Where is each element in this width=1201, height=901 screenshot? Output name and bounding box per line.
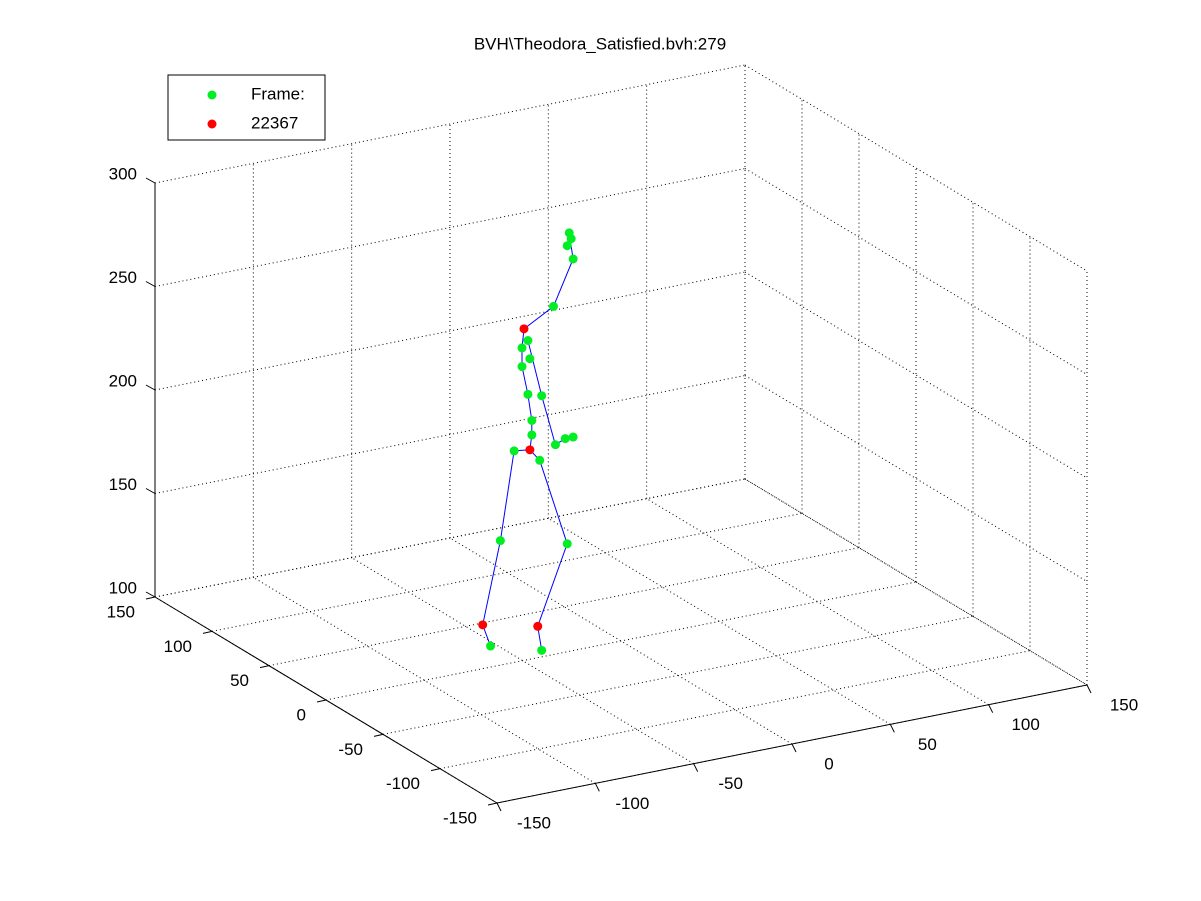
joint-marker xyxy=(517,362,527,372)
joint-marker xyxy=(525,354,535,364)
joint-marker xyxy=(519,324,529,334)
y-tick-label: 150 xyxy=(107,602,135,621)
y-tick-label: -100 xyxy=(386,774,420,793)
grid-line xyxy=(211,512,803,632)
y-tick-label: 100 xyxy=(164,637,192,656)
grid-line xyxy=(744,168,1088,375)
y-tick-label: -150 xyxy=(443,808,477,827)
legend-marker xyxy=(207,119,217,129)
z-tick-label: 100 xyxy=(109,578,137,597)
grid-line xyxy=(439,650,1031,770)
z-tick xyxy=(145,488,156,494)
x-tick-label: 50 xyxy=(918,735,937,754)
x-tick xyxy=(791,743,797,753)
x-tick-label: 0 xyxy=(824,754,833,773)
y-tick-label: 0 xyxy=(297,705,306,724)
z-tick xyxy=(145,384,156,391)
y-tick xyxy=(202,630,213,634)
grid-line xyxy=(646,498,989,706)
joint-marker xyxy=(562,241,572,251)
y-tick xyxy=(316,699,327,703)
z-tick-label: 300 xyxy=(109,164,137,183)
joint-marker xyxy=(537,391,547,401)
joint-marker xyxy=(525,445,535,455)
grid-line xyxy=(154,64,746,184)
grid-line xyxy=(154,478,746,598)
joint-marker xyxy=(486,641,496,651)
joint-marker xyxy=(562,539,572,549)
z-tick xyxy=(145,281,156,287)
grid-line xyxy=(154,375,746,494)
grid-line xyxy=(154,271,746,391)
x-tick xyxy=(594,783,600,792)
grid-line xyxy=(744,375,1088,582)
joint-marker xyxy=(550,440,560,450)
x-tick-label: -100 xyxy=(615,794,649,813)
x-tick-label: 150 xyxy=(1110,695,1138,714)
joint-marker xyxy=(523,336,533,345)
legend-marker xyxy=(207,90,217,100)
joint-marker xyxy=(548,301,558,311)
grid-line xyxy=(325,581,917,701)
x-tick xyxy=(1086,684,1092,694)
joint-marker xyxy=(509,446,519,456)
y-tick xyxy=(145,596,156,600)
legend-box xyxy=(167,74,326,141)
grid-line xyxy=(268,547,860,667)
x-tick xyxy=(889,724,895,733)
z-tick xyxy=(145,591,156,598)
y-tick xyxy=(430,768,441,772)
joint-marker xyxy=(523,389,533,399)
joint-marker xyxy=(537,645,547,655)
legend: Frame: 22367 xyxy=(167,74,326,141)
joint-marker xyxy=(568,254,578,264)
y-tick-label: -50 xyxy=(338,740,363,759)
grid-line xyxy=(744,64,1088,272)
z-tick-label: 150 xyxy=(109,475,137,494)
joint-marker xyxy=(517,343,527,353)
y-tick xyxy=(373,733,384,737)
grid-line xyxy=(744,271,1088,479)
z-tick-label: 200 xyxy=(109,371,137,390)
joint-marker xyxy=(560,434,570,444)
chart-title: BVH\Theodora_Satisfied.bvh:279 xyxy=(474,34,726,53)
x-tick-label: -150 xyxy=(517,813,551,832)
legend-label: Frame: xyxy=(251,84,305,103)
x-tick-label: -50 xyxy=(718,774,743,793)
x-tick-label: 100 xyxy=(1011,715,1039,734)
legend-label: 22367 xyxy=(251,113,298,132)
joint-marker xyxy=(478,620,488,630)
y-tick-label: 50 xyxy=(230,671,249,690)
x-tick xyxy=(988,704,994,713)
joint-marker xyxy=(527,415,537,425)
joint-marker xyxy=(533,621,543,631)
x-tick xyxy=(693,763,699,772)
joint-marker xyxy=(568,432,578,442)
joint-marker xyxy=(535,455,545,465)
joint-marker xyxy=(527,430,537,440)
z-tick-label: 250 xyxy=(109,268,137,287)
z-tick xyxy=(145,177,156,184)
y-tick xyxy=(259,665,270,669)
grid-line xyxy=(548,517,891,725)
grid-line xyxy=(382,615,974,735)
grid-line xyxy=(744,478,1088,686)
grid-line xyxy=(154,168,746,287)
joint-marker xyxy=(566,234,576,244)
x-tick xyxy=(496,802,502,812)
joint-marker xyxy=(495,536,505,546)
y-tick xyxy=(487,802,498,806)
